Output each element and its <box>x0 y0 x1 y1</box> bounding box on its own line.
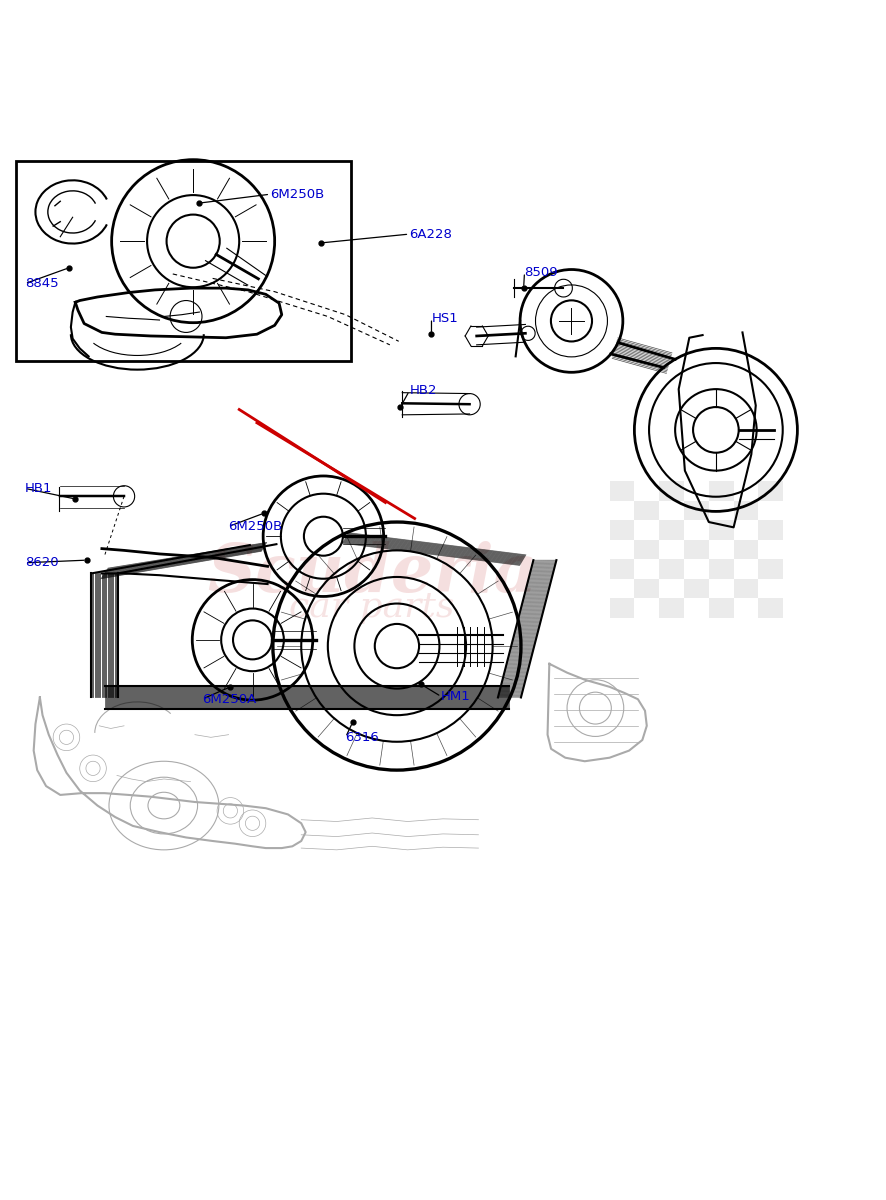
Text: 8845: 8845 <box>25 277 58 290</box>
Bar <box>758 599 783 618</box>
Bar <box>610 521 634 540</box>
Bar <box>709 521 734 540</box>
Bar <box>684 578 709 599</box>
Text: HB1: HB1 <box>25 482 52 494</box>
Bar <box>659 521 684 540</box>
Bar <box>659 481 684 500</box>
Text: 6316: 6316 <box>346 731 379 744</box>
Bar <box>610 481 634 500</box>
Bar <box>659 599 684 618</box>
Text: Scuderia: Scuderia <box>207 541 537 606</box>
Text: 8620: 8620 <box>25 557 58 569</box>
Bar <box>734 578 758 599</box>
Text: 6M250B: 6M250B <box>229 520 283 533</box>
Bar <box>709 599 734 618</box>
Bar <box>684 500 709 521</box>
Bar <box>16 162 351 361</box>
Text: 6M250A: 6M250A <box>202 692 256 706</box>
Bar <box>634 500 659 521</box>
Bar <box>758 521 783 540</box>
Bar <box>734 500 758 521</box>
Text: 6A228: 6A228 <box>409 228 452 240</box>
Bar <box>734 540 758 559</box>
Bar <box>709 559 734 578</box>
Bar <box>758 559 783 578</box>
Bar <box>709 481 734 500</box>
Bar <box>634 578 659 599</box>
Text: 8509: 8509 <box>525 265 558 278</box>
Text: 6M250B: 6M250B <box>270 187 324 200</box>
Text: car parts: car parts <box>290 590 455 624</box>
Bar <box>610 599 634 618</box>
Bar <box>634 540 659 559</box>
Bar <box>610 559 634 578</box>
Bar <box>684 540 709 559</box>
Text: HM1: HM1 <box>441 690 471 703</box>
Bar <box>659 559 684 578</box>
Text: HS1: HS1 <box>431 312 458 325</box>
Text: HB2: HB2 <box>409 384 437 397</box>
Bar <box>758 481 783 500</box>
